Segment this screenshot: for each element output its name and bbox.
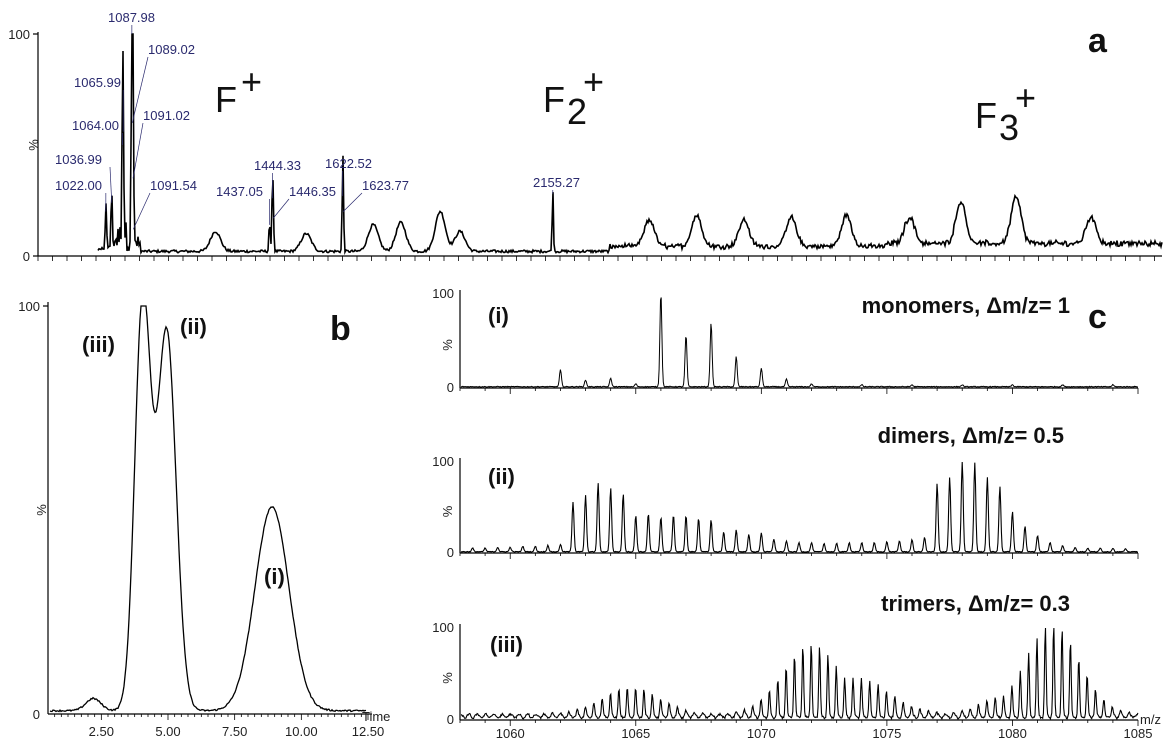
panel-b-xtick-label: 5.00	[155, 724, 180, 739]
svg-text:+: +	[1015, 77, 1036, 118]
panel-c-ytick-label: 0	[447, 712, 454, 727]
panel-c-ylabel: %	[440, 505, 455, 517]
panel-c-trace	[460, 297, 1138, 388]
svg-text:3: 3	[999, 107, 1019, 148]
panel-b-chromatogram-trace	[49, 305, 367, 713]
panel-c-ytick-label: 0	[447, 545, 454, 560]
panel-a-peak-label: 1065.99	[74, 75, 121, 90]
panel-c-ytick-label: 0	[447, 380, 454, 395]
svg-text:F: F	[543, 79, 565, 120]
panel-b-peak-label: (iii)	[82, 332, 115, 357]
panel-a-axes: 100 0%	[8, 27, 1162, 264]
panel-c-ylabel: %	[440, 339, 455, 351]
panel-c-series-roman: (iii)	[490, 632, 523, 657]
panel-a: 100 0% 1022.00 1036.99 1064.00 1065.99 1087.9…	[8, 10, 1163, 264]
panel-c-series-title: dimers, Δm/z= 0.5	[878, 423, 1064, 448]
panel-c-ytick-label: 100	[432, 286, 454, 301]
panel-b-ytick-label: 100	[18, 299, 40, 314]
panel-a-peak-label: 1091.02	[143, 108, 190, 123]
panel-a-peak-label: 1087.98	[108, 10, 155, 25]
panel-c-traces	[460, 297, 1139, 721]
panel-c-trace	[460, 627, 1139, 721]
panel-c-letter: c	[1088, 298, 1107, 336]
panel-a-region-labels: F + F 2+F 3+	[215, 61, 1036, 148]
panel-b-xtick-label: 10.00	[285, 724, 318, 739]
panel-a-peak-label: 1089.02	[148, 42, 195, 57]
panel-c-trace	[460, 461, 1138, 553]
panel-a-peak-label: 1036.99	[55, 152, 102, 167]
panel-a-ytick-label: 100	[8, 27, 30, 42]
panel-b-axes: 100 0% 2.50 5.00 7.50 10.00 12.50	[18, 299, 384, 739]
svg-text:+: +	[241, 61, 262, 102]
panel-c-ytick-label: 100	[432, 454, 454, 469]
panel-c-xtick-label: 1080	[998, 726, 1027, 741]
panel-a-ylabel: %	[26, 139, 41, 151]
panel-c-xtick-label: 1060	[496, 726, 525, 741]
panel-a-peak-label: 1446.35	[289, 184, 336, 199]
panel-a-peak-label: 1444.33	[254, 158, 301, 173]
panel-a-peak-label: 2155.27	[533, 175, 580, 190]
panel-a-region-label: F +	[215, 61, 262, 120]
panel-c-series-title: monomers, Δm/z= 1	[862, 293, 1070, 318]
panel-b-letter: b	[330, 310, 351, 348]
panel-b-xtick-label: 7.50	[222, 724, 247, 739]
panel-c-titles: (i) monomers, Δm/z= 1 (ii) dimers, Δm/z= 0.…	[488, 293, 1070, 657]
panel-c-series-roman: (i)	[488, 303, 509, 328]
panel-a-peak-label: 1022.00	[55, 178, 102, 193]
svg-text:F: F	[215, 79, 237, 120]
panel-a-letter: a	[1088, 22, 1108, 60]
panel-a-peak-label: 1091.54	[150, 178, 197, 193]
panel-b: 100 0% 2.50 5.00 7.50 10.00 12.50 (iii) (ii) (i)…	[18, 299, 390, 739]
panel-a-region-label: F 2+	[543, 61, 604, 132]
panel-c-ylabel: %	[440, 672, 455, 684]
panel-c-series-roman: (ii)	[488, 464, 515, 489]
panel-b-xlabel: Time	[362, 709, 390, 724]
panel-b-ylabel: %	[34, 504, 49, 516]
panel-a-peak-label: 1437.05	[216, 184, 263, 199]
panel-b-peak-label: (i)	[264, 564, 285, 589]
panel-b-xtick-label: 2.50	[89, 724, 114, 739]
panel-a-ytick-label: 0	[23, 249, 30, 264]
panel-a-region-label: F 3+	[975, 77, 1036, 148]
panel-c-ytick-label: 100	[432, 620, 454, 635]
panel-b-peak-label: (ii)	[180, 314, 207, 339]
panel-c-xlabel: m/z	[1140, 712, 1161, 727]
svg-text:F: F	[975, 95, 997, 136]
panel-a-peak-label: 1623.77	[362, 178, 409, 193]
panel-a-peak-label: 1622.52	[325, 156, 372, 171]
panel-c-series-title: trimers, Δm/z= 0.3	[881, 591, 1070, 616]
panel-c-xtick-label: 1075	[872, 726, 901, 741]
panel-a-peak-label: 1064.00	[72, 118, 119, 133]
panel-a-peak-labels: 1022.00 1036.99 1064.00 1065.99 1087.98 1089.…	[55, 10, 580, 230]
panel-c-xtick-label: 1070	[747, 726, 776, 741]
panel-b-peak-labels: (iii) (ii) (i)	[82, 314, 285, 589]
svg-text:+: +	[583, 61, 604, 102]
svg-text:2: 2	[567, 91, 587, 132]
panel-b-xtick-label: 12.50	[352, 724, 385, 739]
panel-a-spectrum-trace	[97, 33, 1163, 256]
panel-c-axes: 100 0% 100 0% 100 0% 1060 1065 1070 1075 1080 1085	[432, 286, 1152, 741]
panel-c-xtick-label: 1065	[621, 726, 650, 741]
panel-c-xtick-label: 1085	[1124, 726, 1153, 741]
panel-b-ytick-label: 0	[33, 707, 40, 722]
